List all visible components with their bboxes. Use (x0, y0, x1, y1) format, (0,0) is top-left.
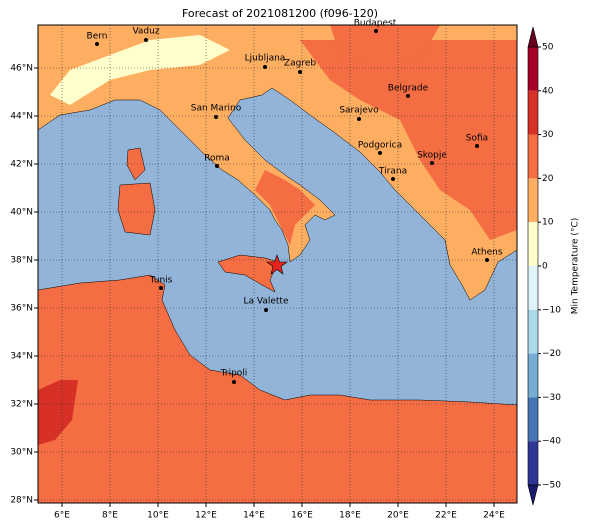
forecast-point (266, 254, 288, 275)
colorbar-tick-label: −10 (542, 305, 561, 315)
colorbar-tick-label: 40 (542, 86, 554, 96)
city-label: Tunis (149, 276, 173, 286)
city-label: Athens (471, 248, 502, 258)
colorbar-tick-label: −50 (542, 481, 561, 491)
city-label: Podgorica (358, 141, 402, 151)
y-tick-label: 32°N (10, 400, 33, 410)
y-tick-label: 28°N (10, 496, 33, 506)
y-tick-label: 46°N (10, 64, 33, 74)
y-tick-label: 42°N (10, 160, 33, 170)
city-dot (406, 94, 410, 98)
sicily (217, 254, 279, 293)
city-label: La Valette (244, 297, 289, 307)
colorbar-tick-label: −20 (542, 349, 561, 359)
city-label: Ljubljana (245, 54, 286, 64)
y-tick-label: 34°N (10, 352, 33, 362)
colorbar-extend (527, 26, 539, 48)
x-tick-label: 24°E (483, 511, 505, 521)
city-label: Sarajevo (339, 106, 379, 116)
hot-zone (38, 380, 78, 445)
corsica (126, 147, 146, 181)
colorbar-tick-label: 0 (542, 262, 548, 272)
x-tick-label: 16°E (291, 511, 313, 521)
city-dot (232, 380, 236, 384)
city-label: Tripoli (220, 369, 248, 379)
x-tick-label: 10°E (147, 511, 169, 521)
city-dot (430, 161, 434, 165)
y-tick-label: 38°N (10, 256, 33, 266)
city-dot (215, 164, 219, 168)
colorbar-bin (528, 309, 538, 354)
city-label: Skopje (417, 151, 447, 161)
cool-zone (50, 35, 230, 105)
city-label: Tirana (378, 167, 407, 177)
city-dot (475, 144, 479, 148)
city-label: Roma (204, 154, 230, 164)
x-tick-label: 12°E (195, 511, 217, 521)
city-label: San Marino (191, 104, 242, 114)
map-area (38, 25, 517, 503)
city-dot (264, 308, 268, 312)
city-label: Sofia (466, 134, 488, 144)
colorbar-tick-label: 50 (542, 43, 554, 53)
city-dot (95, 42, 99, 46)
colorbar-bin (528, 353, 538, 398)
colorbar-tick-label: −30 (542, 393, 561, 403)
colorbar-bin (528, 266, 538, 310)
y-tick-label: 40°N (10, 208, 33, 218)
colorbar-tick-label: −40 (542, 437, 561, 447)
colorbar-bin (528, 90, 538, 135)
colorbar-bin (528, 397, 538, 442)
city-label: Zagreb (284, 59, 316, 69)
city-dot (374, 29, 378, 33)
city-label: Belgrade (388, 84, 429, 94)
warm-zone (330, 25, 440, 70)
map-title: Forecast of 2021081200 (f096-120) (182, 7, 378, 20)
x-tick-label: 14°E (243, 511, 265, 521)
city-dot (214, 115, 218, 119)
colorbar: 50 40 30 20 10 0 −10 −20 −30 −40 −50 Min Temperatur… (527, 26, 581, 506)
colorbar-tick-label: 10 (542, 218, 554, 228)
city-label: Bern (87, 32, 108, 42)
colorbar-tick-label: 30 (542, 130, 554, 140)
y-tick-label: 36°N (10, 304, 33, 314)
colorbar-bin (528, 178, 538, 223)
colorbar-bin (528, 47, 538, 91)
y-tick-label: 30°N (10, 448, 33, 458)
x-tick-label: 22°E (435, 511, 457, 521)
city-dot (159, 286, 163, 290)
city-dot (485, 258, 489, 262)
city-label: Vaduz (132, 27, 159, 37)
colorbar-tick-label: 20 (542, 174, 554, 184)
city-dot (378, 151, 382, 155)
x-tick-label: 18°E (339, 511, 361, 521)
city-dot (391, 177, 395, 181)
city-dot (263, 65, 267, 69)
grid (38, 25, 517, 503)
city-dot (144, 38, 148, 42)
colorbar-label: Min Temperature (°C) (571, 218, 581, 315)
map-frame (37, 24, 518, 504)
city-label: Budapest (354, 19, 397, 29)
colorbar-bin (528, 134, 538, 179)
colorbar-bin (528, 222, 538, 266)
x-tick-label: 8°E (102, 511, 118, 521)
city-dot (298, 70, 302, 74)
city-dot (357, 117, 361, 121)
colorbar-bin (528, 441, 538, 485)
warm-zone (255, 170, 315, 245)
sardinia (117, 182, 156, 236)
y-tick-label: 44°N (10, 112, 33, 122)
colorbar-extend (527, 484, 539, 506)
warm-zone (300, 40, 517, 240)
x-tick-label: 6°E (54, 511, 70, 521)
x-tick-label: 20°E (387, 511, 409, 521)
